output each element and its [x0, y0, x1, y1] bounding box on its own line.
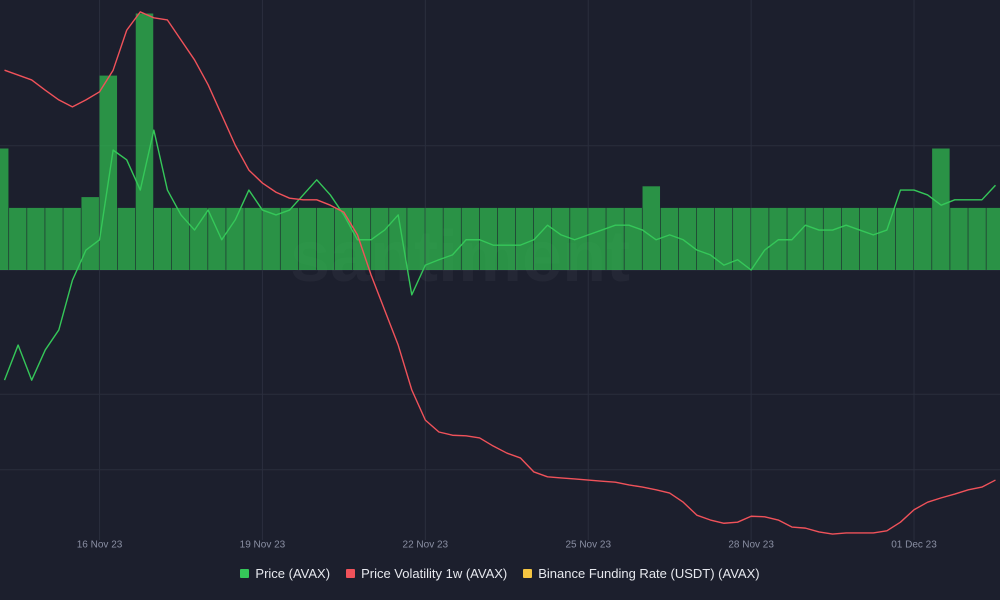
legend-swatch [240, 569, 250, 578]
funding-bar [262, 207, 280, 270]
x-axis: 16 Nov 23 19 Nov 23 22 Nov 23 25 Nov 23 28 N… [77, 540, 938, 551]
funding-bar [407, 207, 425, 270]
funding-bar [63, 207, 81, 270]
funding-bar [606, 207, 624, 270]
funding-bar [895, 207, 914, 270]
lines [3, 11, 996, 535]
funding-bar [27, 207, 45, 270]
funding-bar [461, 207, 480, 270]
funding-bar [733, 207, 751, 270]
funding-bar [99, 75, 118, 270]
funding-bar [805, 207, 823, 270]
legend-item[interactable]: Price Volatility 1w (AVAX) [346, 566, 507, 581]
funding-bar [226, 207, 244, 270]
funding-bar [9, 207, 27, 270]
legend-swatch [346, 569, 356, 578]
legend-swatch [523, 569, 533, 578]
x-tick-label: 19 Nov 23 [240, 540, 286, 551]
funding-bar [642, 186, 661, 270]
funding-bar [533, 207, 552, 270]
funding-bar [171, 207, 190, 270]
legend-label: Binance Funding Rate (USDT) (AVAX) [538, 566, 760, 581]
funding-bar [443, 207, 461, 270]
funding-bar [316, 207, 335, 270]
funding-bar [497, 207, 516, 270]
funding-bar [932, 148, 950, 270]
legend-item[interactable]: Price (AVAX) [240, 566, 330, 581]
funding-bar [751, 207, 769, 270]
funding-bar [769, 207, 787, 270]
x-tick-label: 01 Dec 23 [891, 540, 937, 551]
funding-bar [0, 148, 9, 270]
funding-bar [153, 207, 172, 270]
series-line [3, 129, 996, 381]
funding-bar [81, 197, 99, 270]
funding-bar [696, 207, 715, 270]
legend-item[interactable]: Binance Funding Rate (USDT) (AVAX) [523, 566, 760, 581]
funding-bar [208, 207, 226, 270]
funding-bar [660, 207, 679, 270]
bars [0, 13, 1000, 270]
funding-bar [678, 207, 697, 270]
funding-bar [515, 207, 534, 270]
funding-bar [117, 207, 136, 270]
funding-bar [352, 207, 371, 270]
funding-bar [877, 207, 896, 270]
funding-bar [950, 207, 968, 270]
x-tick-label: 25 Nov 23 [565, 540, 611, 551]
funding-bar [552, 207, 570, 270]
funding-bar [425, 207, 443, 270]
funding-bar [135, 13, 154, 270]
funding-bar [968, 207, 986, 270]
funding-bar [190, 207, 208, 270]
funding-bar [389, 207, 407, 270]
funding-bar [787, 207, 805, 270]
x-tick-label: 22 Nov 23 [403, 540, 449, 551]
legend: Price (AVAX) Price Volatility 1w (AVAX) Bi… [0, 566, 1000, 581]
funding-bar [986, 207, 1000, 270]
funding-bar [714, 207, 733, 270]
funding-bar [859, 207, 878, 270]
series-line [4, 11, 996, 535]
legend-label: Price Volatility 1w (AVAX) [361, 566, 508, 581]
funding-bar [479, 207, 498, 270]
funding-bar [624, 207, 642, 270]
funding-bar [841, 207, 860, 270]
funding-bar [298, 207, 317, 270]
funding-bar [914, 207, 932, 270]
funding-bar [371, 207, 389, 270]
funding-bar [334, 207, 353, 270]
x-tick-label: 28 Nov 23 [728, 540, 774, 551]
legend-label: Price (AVAX) [255, 566, 331, 581]
x-tick-label: 16 Nov 23 [77, 540, 123, 551]
funding-bar [588, 207, 606, 270]
funding-bar [45, 207, 63, 270]
funding-bar [244, 207, 262, 270]
funding-bar [280, 207, 299, 270]
funding-bar [823, 207, 842, 270]
